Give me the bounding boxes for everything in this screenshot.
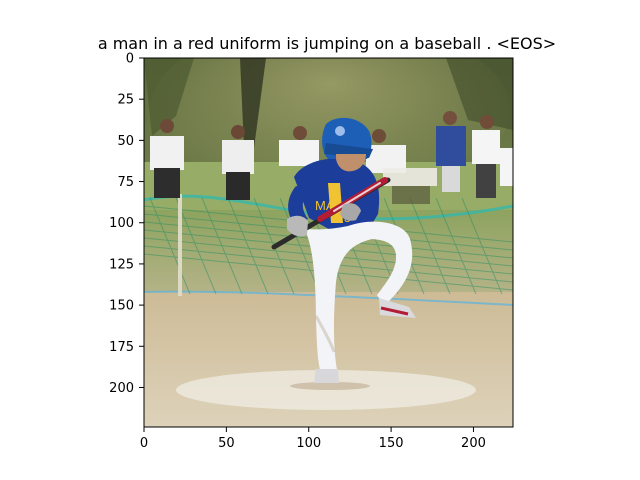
- y-tick-label-6: 150: [109, 299, 134, 314]
- photo-image: MA 3: [144, 58, 513, 427]
- figure-title: a man in a red uniform is jumping on a b…: [98, 34, 556, 53]
- spectators: [150, 111, 513, 200]
- baseball-player: MA 3: [271, 117, 416, 383]
- y-axis: 0 25 50 75 100 125 150 175 200: [109, 52, 144, 396]
- y-tick-label-2: 50: [117, 134, 134, 149]
- y-tick-label-4: 100: [109, 216, 134, 231]
- y-tick-label-7: 175: [109, 340, 134, 355]
- x-axis: 0 50 100 150 200: [140, 427, 486, 451]
- x-tick-label-1: 50: [218, 436, 235, 451]
- x-tick-label-4: 200: [461, 436, 486, 451]
- jersey-lettering: MA: [315, 198, 335, 213]
- y-tick-label-1: 25: [117, 93, 134, 108]
- plot-area: MA 3 0 50 100 150 200: [109, 52, 514, 451]
- y-tick-label-5: 125: [109, 257, 134, 272]
- x-tick-label-0: 0: [140, 436, 148, 451]
- y-tick-label-8: 200: [109, 381, 134, 396]
- x-tick-label-2: 100: [296, 436, 321, 451]
- y-tick-label-0: 0: [126, 52, 134, 67]
- y-tick-label-3: 75: [117, 175, 134, 190]
- x-tick-label-3: 150: [379, 436, 404, 451]
- plot-frame: [143, 57, 514, 428]
